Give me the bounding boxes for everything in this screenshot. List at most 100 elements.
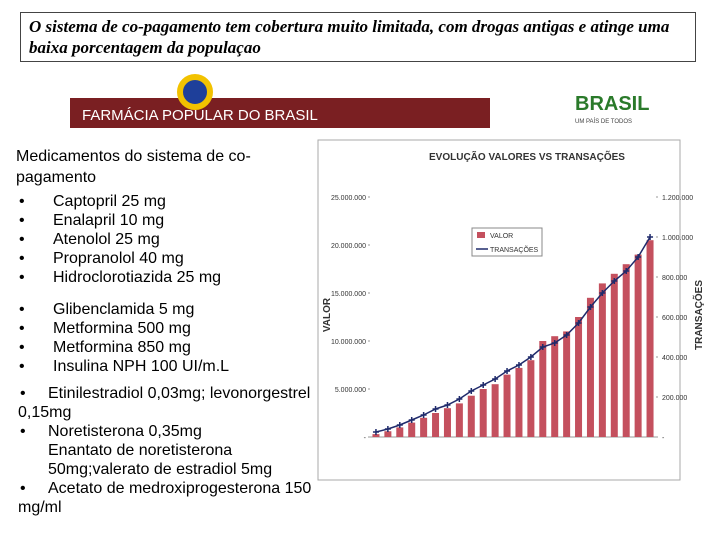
slogan: UM PAÍS DE TODOS bbox=[575, 118, 632, 125]
list-item: Acetato de medroxiprogesterona 150 mg/ml bbox=[18, 480, 312, 516]
bar bbox=[408, 422, 416, 437]
chart-title: EVOLUÇÃO VALORES VS TRANSAÇÕES bbox=[429, 150, 625, 163]
bar bbox=[586, 297, 594, 437]
bar bbox=[479, 389, 487, 437]
list-item: Etinilestradiol 0,03mg; levonorgestrel 0… bbox=[18, 385, 311, 421]
list-item: Captopril 25 mg bbox=[16, 192, 221, 211]
bar bbox=[646, 240, 654, 437]
marker bbox=[468, 388, 475, 394]
list-item: Atenolol 25 mg bbox=[16, 230, 221, 249]
bar bbox=[420, 417, 428, 437]
marker bbox=[527, 354, 534, 360]
marker bbox=[611, 278, 618, 284]
bar bbox=[455, 403, 463, 437]
list-row: • Acetato de medroxiprogesterona 150 mg/m… bbox=[18, 479, 318, 517]
bar bbox=[539, 341, 547, 437]
marker bbox=[432, 406, 439, 412]
list-item: Hidroclorotiazida 25 mg bbox=[16, 268, 221, 287]
y-tick-label: 20.000.000 bbox=[331, 243, 366, 250]
y2-tick-label: - bbox=[662, 435, 665, 442]
bar bbox=[515, 367, 523, 437]
logo-globe bbox=[177, 74, 213, 110]
marker bbox=[480, 382, 487, 388]
bar bbox=[491, 384, 499, 437]
banner-bar bbox=[70, 98, 490, 128]
bar bbox=[503, 374, 511, 437]
list-item: Propranolol 40 mg bbox=[16, 249, 221, 268]
marker bbox=[408, 417, 415, 423]
marker bbox=[587, 304, 594, 310]
list-item: Noretisterona 0,35mg bbox=[48, 423, 202, 440]
y2-tick-label: 1.200.000 bbox=[662, 195, 693, 202]
y2-tick-label: 1.000.000 bbox=[662, 235, 693, 242]
bar bbox=[396, 427, 404, 437]
list: Glibenclamida 5 mgMetformina 500 mgMetfo… bbox=[16, 300, 229, 376]
marker bbox=[384, 426, 391, 432]
marker bbox=[539, 344, 546, 350]
bar bbox=[563, 331, 571, 437]
bullet: • bbox=[20, 480, 26, 497]
bullet: • bbox=[20, 423, 26, 440]
bar bbox=[634, 254, 642, 437]
y-tick-label: 5.000.000 bbox=[335, 387, 366, 394]
marker bbox=[635, 254, 642, 260]
y-tick-label: 15.000.000 bbox=[331, 291, 366, 298]
bar bbox=[622, 264, 630, 437]
y-axis-label: VALOR bbox=[322, 297, 333, 332]
list-item: Metformina 500 mg bbox=[16, 319, 229, 338]
list: • Etinilestradiol 0,03mg; levonorgestrel … bbox=[18, 384, 318, 517]
list-row: • Noretisterona 0,35mg bbox=[18, 422, 318, 441]
legend-label: VALOR bbox=[490, 233, 513, 240]
marker bbox=[575, 320, 582, 326]
y2-tick-label: 600.000 bbox=[662, 315, 687, 322]
banner: FARMÁCIA POPULAR DO BRASIL BRASIL UM PAÍ… bbox=[70, 68, 660, 128]
list-item: Glibenclamida 5 mg bbox=[16, 300, 229, 319]
y-tick-label: 25.000.000 bbox=[331, 195, 366, 202]
bar bbox=[467, 395, 475, 437]
bar bbox=[384, 431, 392, 437]
marker bbox=[396, 422, 403, 428]
bar bbox=[527, 360, 535, 437]
marker bbox=[456, 396, 463, 402]
brand: FARMÁCIA POPULAR DO BRASIL bbox=[82, 107, 318, 124]
list-item: Enalapril 10 mg bbox=[16, 211, 221, 230]
y-tick-label: 10.000.000 bbox=[331, 339, 366, 346]
marker bbox=[563, 332, 570, 338]
marker bbox=[504, 368, 511, 374]
bar bbox=[551, 336, 559, 437]
bar bbox=[598, 283, 606, 437]
list-item: Enantato de noretisterona 50mg;valerato … bbox=[48, 442, 273, 478]
bar bbox=[372, 434, 380, 437]
marker bbox=[420, 412, 427, 418]
bar bbox=[610, 273, 618, 437]
marker bbox=[515, 362, 522, 368]
list-item: Insulina NPH 100 UI/m.L bbox=[16, 357, 229, 376]
bar bbox=[432, 413, 440, 437]
bullet: • bbox=[20, 385, 26, 402]
marker bbox=[444, 402, 451, 408]
y2-tick-label: 400.000 bbox=[662, 355, 687, 362]
slide-title: O sistema de co-pagamento tem cobertura … bbox=[20, 12, 696, 62]
bar bbox=[443, 408, 451, 437]
marker bbox=[599, 290, 606, 296]
marker bbox=[551, 340, 558, 346]
list-item: Metformina 850 mg bbox=[16, 338, 229, 357]
y2-tick-label: 200.000 bbox=[662, 395, 687, 402]
y2-tick-label: 800.000 bbox=[662, 275, 687, 282]
heading: Medicamentos do sistema de co-pagamento bbox=[16, 148, 251, 186]
list: Captopril 25 mgEnalapril 10 mgAtenolol 2… bbox=[16, 192, 221, 287]
legend-swatch bbox=[477, 232, 485, 238]
logo: BRASIL bbox=[575, 93, 649, 115]
y-tick-label: - bbox=[364, 435, 367, 442]
chart-frame bbox=[317, 139, 681, 481]
y2-axis-label: TRANSAÇÕES bbox=[692, 280, 705, 350]
bar bbox=[575, 317, 583, 437]
marker bbox=[623, 268, 630, 274]
list-row: • Etinilestradiol 0,03mg; levonorgestrel … bbox=[18, 384, 318, 422]
line bbox=[375, 236, 651, 433]
marker bbox=[492, 376, 499, 382]
legend-label: TRANSAÇÕES bbox=[490, 245, 539, 254]
marker bbox=[647, 234, 654, 240]
